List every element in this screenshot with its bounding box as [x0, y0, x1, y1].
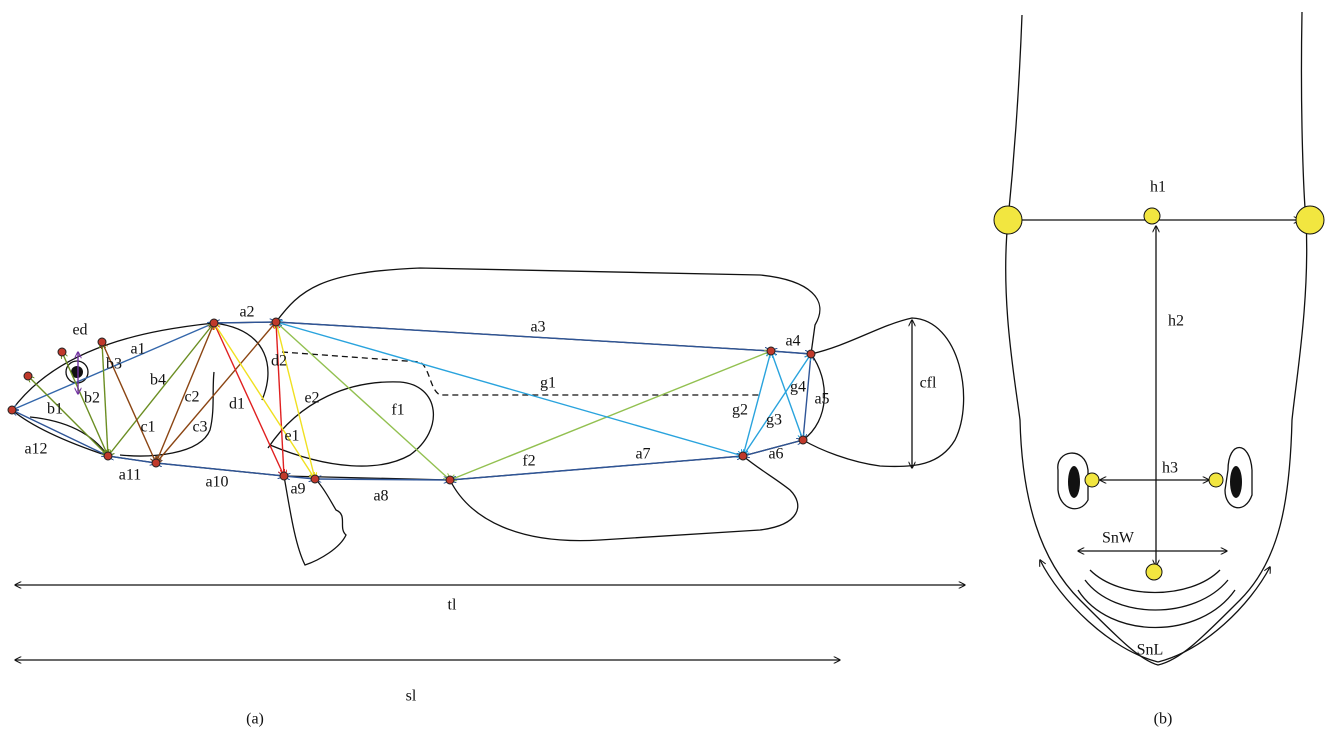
landmark	[799, 436, 807, 444]
landmark	[767, 347, 775, 355]
measure-label: a6	[768, 446, 783, 463]
measure-line	[276, 322, 284, 476]
measure-line	[108, 456, 156, 463]
landmark	[739, 452, 747, 460]
measure-label: g3	[766, 412, 782, 429]
landmark	[272, 318, 280, 326]
measure-line	[450, 351, 771, 480]
measure-label: e1	[284, 428, 299, 445]
caption: (b)	[1154, 711, 1173, 728]
fish-outline	[12, 268, 964, 565]
landmark	[446, 476, 454, 484]
measure-label: ed	[72, 322, 87, 339]
measure-label: tl	[448, 597, 457, 614]
measure-line	[450, 456, 743, 480]
measure-label: a8	[373, 488, 388, 505]
landmark	[807, 350, 815, 358]
measure-label: a5	[814, 391, 829, 408]
landmark	[98, 338, 106, 346]
measure-label: a11	[119, 467, 142, 484]
measure-label: a4	[785, 333, 800, 350]
head-outline	[994, 12, 1324, 665]
measure-label: a7	[635, 446, 650, 463]
caption: (a)	[246, 711, 264, 728]
landmark	[280, 472, 288, 480]
landmark	[24, 372, 32, 380]
measure-label: b4	[150, 372, 166, 389]
measure-label: a9	[290, 481, 305, 498]
measure-label: d2	[271, 353, 287, 370]
figure: (a) (b) ed a1 a2 a3 a4 a5 a6 a7 a8 a9 a10 a11 a12 b1 b…	[0, 0, 1326, 732]
measure-label: g2	[732, 402, 748, 419]
measure-label: f1	[391, 402, 404, 419]
measure-label: c2	[184, 389, 199, 406]
landmark	[58, 348, 66, 356]
measure-line	[214, 323, 284, 476]
measure-label: SnL	[1137, 642, 1164, 659]
measure-label: sl	[406, 688, 417, 705]
measure-label: f2	[522, 453, 535, 470]
measure-label: cfl	[920, 375, 937, 392]
measure-label: g4	[790, 379, 806, 396]
measure-label: a1	[130, 341, 145, 358]
measure-line	[156, 322, 276, 463]
measure-line	[214, 322, 276, 323]
measure-line	[315, 479, 450, 480]
measure-label: a2	[239, 304, 254, 321]
measure-line	[276, 322, 771, 351]
measure-label: a10	[205, 474, 228, 491]
measure-label: a3	[530, 319, 545, 336]
measure-label: g1	[540, 375, 556, 392]
landmark	[210, 319, 218, 327]
landmark	[311, 475, 319, 483]
measure-label: h2	[1168, 313, 1184, 330]
measure-label: c1	[140, 419, 155, 436]
measure-label: h1	[1150, 179, 1166, 196]
measure-label: b1	[47, 401, 63, 418]
measure-label: SnW	[1102, 530, 1135, 547]
measure-line	[803, 354, 811, 440]
measure-label: d1	[229, 396, 245, 413]
landmark	[104, 452, 112, 460]
measure-label: c3	[192, 419, 207, 436]
measure-line	[771, 351, 811, 354]
measure-label: a12	[24, 441, 47, 458]
measure-label: b2	[84, 390, 100, 407]
measure-label: e2	[304, 390, 319, 407]
landmark	[152, 459, 160, 467]
measure-label: h3	[1162, 460, 1178, 477]
landmark	[8, 406, 16, 414]
measure-label: b3	[106, 356, 122, 373]
